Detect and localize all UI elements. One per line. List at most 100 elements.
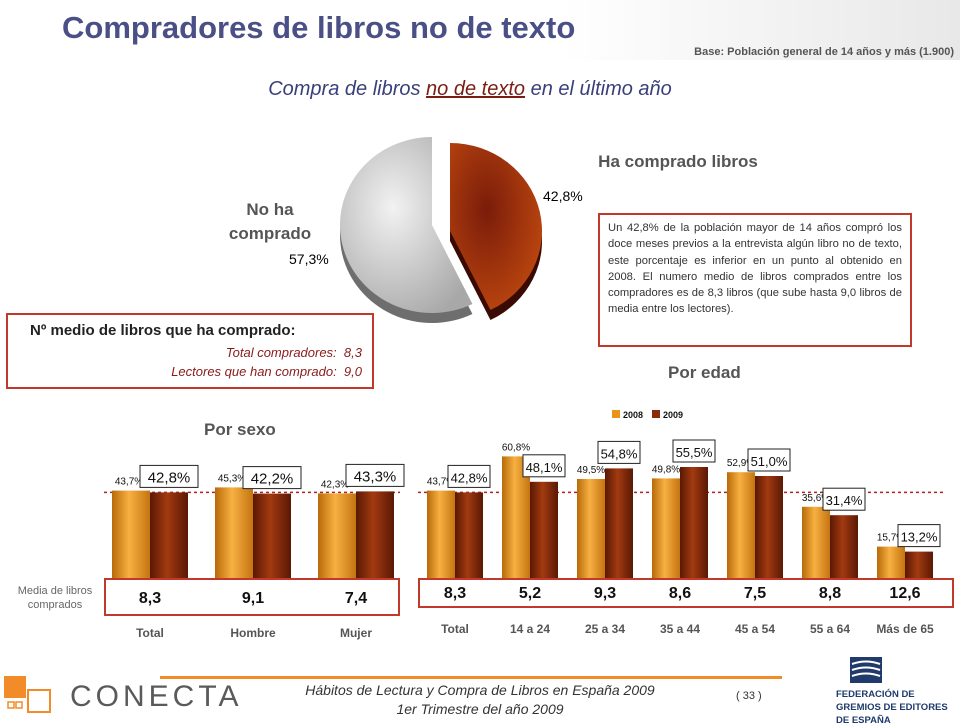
pie-bought-label: Ha comprado libros [598, 152, 758, 171]
label-2009: 42,8% [451, 470, 488, 485]
bar-2009 [253, 493, 291, 578]
label-2009-box [897, 524, 941, 548]
label-2009: 31,4% [826, 493, 863, 508]
media-box-sex [104, 578, 400, 616]
media-label: Media de libros comprados [17, 585, 93, 611]
legend-swatch-2008 [612, 410, 620, 418]
label-2008: 15,7% [877, 533, 905, 544]
label-2008: 49,5% [577, 465, 605, 476]
bar-2009 [530, 481, 558, 578]
federacion-logo-text: FEDERACIÓN DE GREMIOS DE EDITORES DE ESP… [836, 689, 948, 726]
legend-swatch-2009 [652, 410, 660, 418]
avg-box-title: Nº medio de libros que ha comprado: [30, 322, 296, 339]
media-value: 9,3 [593, 585, 617, 602]
footer-line-1: Hábitos de Lectura y Compra de Libros en… [305, 682, 655, 698]
label-2009: 51,0% [751, 454, 788, 469]
pie-chart [340, 137, 542, 323]
avg-books-box: Nº medio de libros que ha comprado: Tota… [6, 313, 374, 389]
label-2009: 48,1% [526, 460, 563, 475]
avg-row-compradores: Total compradores: 8,3 [226, 345, 362, 360]
bar-2009 [605, 468, 633, 578]
label-2008: 42,3% [321, 479, 349, 490]
avg-row1-value: 8,3 [343, 345, 362, 360]
bar-2009 [455, 492, 483, 578]
media-value: 7,5 [743, 585, 767, 602]
pie-not-bought-value: 57,3% [289, 251, 329, 267]
x-axis-label: 14 a 24 [509, 622, 551, 636]
bar-2008 [727, 472, 755, 578]
bar-2008 [427, 490, 455, 578]
label-2009-box [597, 440, 641, 464]
label-2008: 52,9% [727, 458, 755, 469]
legend-label-2008: 2008 [623, 410, 643, 420]
label-2008: 35,6% [802, 493, 830, 504]
label-2009: 42,2% [251, 471, 294, 488]
x-axis-label: 35 a 44 [659, 622, 701, 636]
pie-slice-bought [450, 143, 542, 311]
x-axis-label: 45 a 54 [734, 622, 776, 636]
chart-subtitle: Compra de libros no de texto en el últim… [0, 78, 940, 101]
subtitle-underlined: no de texto [426, 78, 526, 100]
x-axis-label: Total [441, 622, 469, 636]
label-2009-box [672, 439, 716, 463]
page-number: ( 33 ) [736, 690, 762, 702]
bar-2009 [755, 476, 783, 578]
bar-2009 [356, 491, 394, 578]
avg-row2-value: 9,0 [343, 364, 362, 379]
media-value: 8,8 [818, 585, 842, 602]
label-2009: 42,8% [148, 469, 191, 486]
media-value: 8,6 [668, 585, 692, 602]
bar-2009 [680, 467, 708, 578]
label-2008: 60,8% [502, 442, 530, 453]
pie-not-bought-label: No ha comprado [228, 200, 312, 243]
label-2009-box [345, 463, 405, 487]
subtitle-pre: Compra de libros [268, 78, 427, 100]
bar-2008 [215, 487, 253, 578]
label-2009: 55,5% [676, 445, 713, 460]
footer-line-2: 1er Trimestre del año 2009 [396, 701, 564, 717]
pie-slice-not-bought [340, 137, 473, 313]
conecta-logo-mark [4, 676, 51, 713]
label-2009: 13,2% [901, 530, 938, 545]
x-axis-label: Hombre [230, 626, 276, 640]
age-section-title: Por edad [668, 363, 741, 382]
federacion-logo-icon [850, 657, 882, 683]
media-box-age [418, 578, 954, 608]
label-2009-box [822, 487, 866, 511]
x-axis-label: Mujer [339, 626, 372, 640]
bar-2008 [577, 479, 605, 578]
label-2009-box [242, 466, 302, 490]
x-axis-label: 55 a 64 [809, 622, 851, 636]
label-2008: 43,7% [115, 477, 143, 488]
label-2008: 45,3% [218, 473, 246, 484]
media-value: 8,3 [443, 585, 467, 602]
x-axis-label: Más de 65 [876, 622, 934, 636]
label-2009-box [747, 448, 791, 472]
x-axis-label: Total [136, 626, 164, 640]
avg-row-lectores: Lectores que han comprado: 9,0 [171, 364, 362, 379]
media-value: 7,4 [344, 590, 368, 607]
bar-2008 [112, 490, 150, 578]
legend-label-2009: 2009 [663, 410, 683, 420]
bar-2008 [802, 506, 830, 578]
bar-2008 [318, 493, 356, 578]
avg-row2-label: Lectores que han comprado: [171, 364, 337, 379]
base-note: Base: Población general de 14 años y más… [694, 46, 954, 58]
sex-section-title: Por sexo [204, 420, 276, 439]
media-value: 12,6 [889, 585, 921, 602]
label-2008: 49,8% [652, 464, 680, 475]
label-2009-box [522, 454, 566, 478]
label-2009: 43,3% [354, 468, 397, 485]
label-2009: 54,8% [601, 446, 638, 461]
media-value: 9,1 [241, 590, 265, 607]
bar-2008 [877, 546, 905, 578]
conecta-logo-text: CONECTA [70, 680, 243, 713]
label-2009-box [447, 464, 491, 488]
page-title: Compradores de libros no de texto [62, 10, 576, 45]
avg-row1-label: Total compradores: [225, 345, 337, 360]
label-2008: 43,7% [427, 477, 455, 488]
x-axis-label: 25 a 34 [584, 622, 626, 636]
media-value: 8,3 [138, 590, 162, 607]
footer-rule [160, 676, 782, 679]
